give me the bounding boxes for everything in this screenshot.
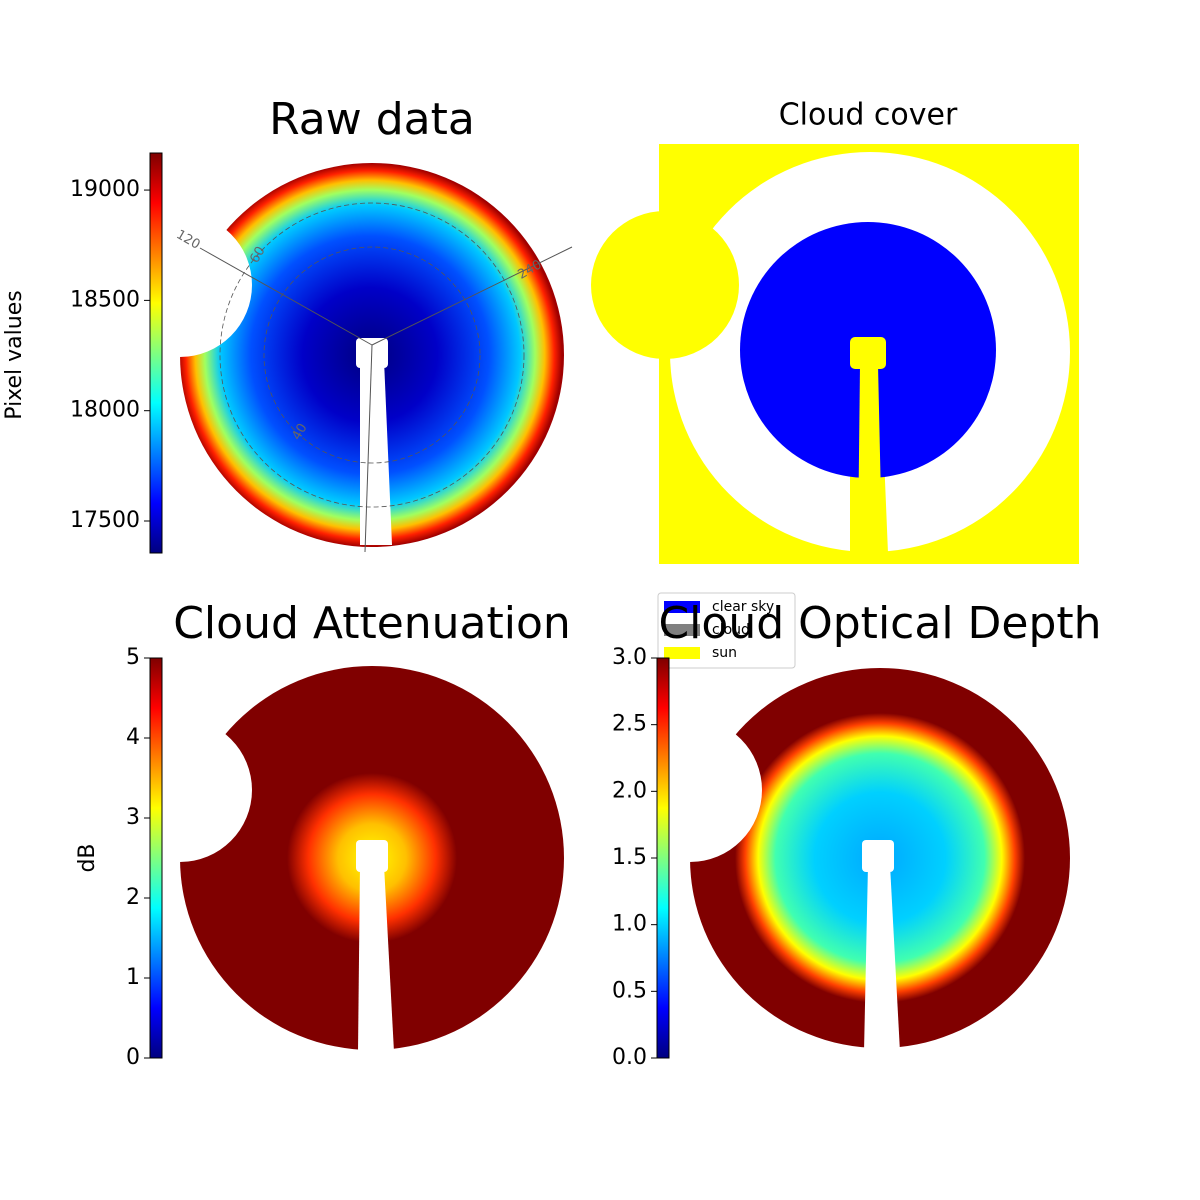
optical-depth-image xyxy=(618,668,1070,1052)
colorbar-tick-label: 0.0 xyxy=(612,1045,647,1070)
raw-image xyxy=(108,163,573,553)
legend-label: cloud xyxy=(712,622,750,638)
colorbar-tick-label: 3.0 xyxy=(612,645,647,670)
legend-label: clear sky xyxy=(712,599,774,615)
colorbar-tick-label: 2.5 xyxy=(612,712,647,737)
legend-swatch xyxy=(664,647,700,659)
colorbar xyxy=(149,657,163,1059)
colorbar-tick-label: 0.5 xyxy=(612,978,647,1003)
attenuation-image xyxy=(108,666,564,1052)
panel-title: Cloud Optical Depth xyxy=(658,598,1101,649)
colorbar xyxy=(149,152,163,554)
colorbar-tick-label: 19000 xyxy=(70,177,140,202)
legend-swatch xyxy=(664,601,700,613)
colorbar-label: Pixel values xyxy=(2,290,27,419)
colorbar-tick-label: 5 xyxy=(126,645,140,670)
panel-title: Cloud Attenuation xyxy=(173,598,571,649)
panel-title: Raw data xyxy=(269,94,475,145)
colorbar-tick-label: 4 xyxy=(126,725,140,750)
legend: clear sky cloud sun xyxy=(657,592,796,669)
colorbar-tick-label: 2.0 xyxy=(612,778,647,803)
colorbar xyxy=(656,657,670,1059)
legend-swatch xyxy=(664,624,700,636)
colorbar-tick-label: 17500 xyxy=(70,508,140,533)
colorbar-label: dB xyxy=(75,843,100,872)
colorbar-tick-label: 2 xyxy=(126,885,140,910)
colorbar-tick-label: 1 xyxy=(126,965,140,990)
panel-title: Cloud cover xyxy=(779,98,958,133)
legend-label: sun xyxy=(712,645,737,661)
cloud-cover-image xyxy=(591,144,1079,564)
colorbar-tick-label: 18000 xyxy=(70,398,140,423)
azimuth-label: 60 xyxy=(247,244,268,266)
colorbar-tick-label: 1.5 xyxy=(612,845,647,870)
colorbar-tick-label: 3 xyxy=(126,805,140,830)
colorbar-tick-label: 18500 xyxy=(70,287,140,312)
colorbar-tick-label: 1.0 xyxy=(612,912,647,937)
azimuth-label: 40 xyxy=(289,421,310,443)
colorbar-tick-label: 0 xyxy=(126,1045,140,1070)
